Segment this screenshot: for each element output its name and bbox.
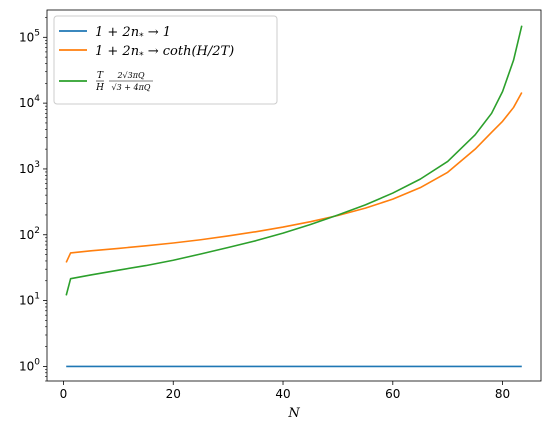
- x-tick-label: 60: [385, 387, 400, 401]
- x-axis-label: N: [287, 406, 300, 421]
- legend-fraction-part: H: [95, 83, 104, 93]
- legend-fraction-part: 2√3πQ: [116, 71, 145, 80]
- y-tick-label: 104: [19, 94, 40, 110]
- x-tick-label: 80: [495, 387, 510, 401]
- y-tick-label: 105: [19, 28, 40, 44]
- plot-lines: [65, 25, 523, 368]
- legend: 1 + 2n* → 1 1 + 2n* → coth(H/2T) TH 2√3πQ √3…: [53, 15, 278, 105]
- x-tick-label: 40: [275, 387, 290, 401]
- y-tick-label: 103: [19, 160, 40, 176]
- legend-box: [53, 15, 278, 105]
- y-axis-ticks: 100 101 102 103 104 105: [19, 17, 47, 382]
- x-tick-label: 20: [166, 387, 181, 401]
- y-tick-label: 101: [19, 292, 40, 308]
- legend-entry-3: TH 2√3πQ √3 + 4πQ: [95, 71, 153, 93]
- legend-fraction-part: √3 + 4πQ: [112, 83, 151, 92]
- axes-frame: [46, 9, 542, 382]
- y-tick-label: 102: [19, 226, 40, 242]
- legend-fraction-part: T: [97, 71, 104, 81]
- legend-entry-2: 1 + 2n* → coth(H/2T): [95, 44, 234, 61]
- x-tick-label: 0: [60, 387, 68, 401]
- y-tick-label: 100: [19, 357, 40, 373]
- series-line-2: [65, 92, 523, 263]
- legend-entry-1: 1 + 2n* → 1: [95, 25, 171, 42]
- series-line-3: [65, 25, 523, 296]
- x-axis-ticks: 0 20 40 60 80: [60, 381, 510, 401]
